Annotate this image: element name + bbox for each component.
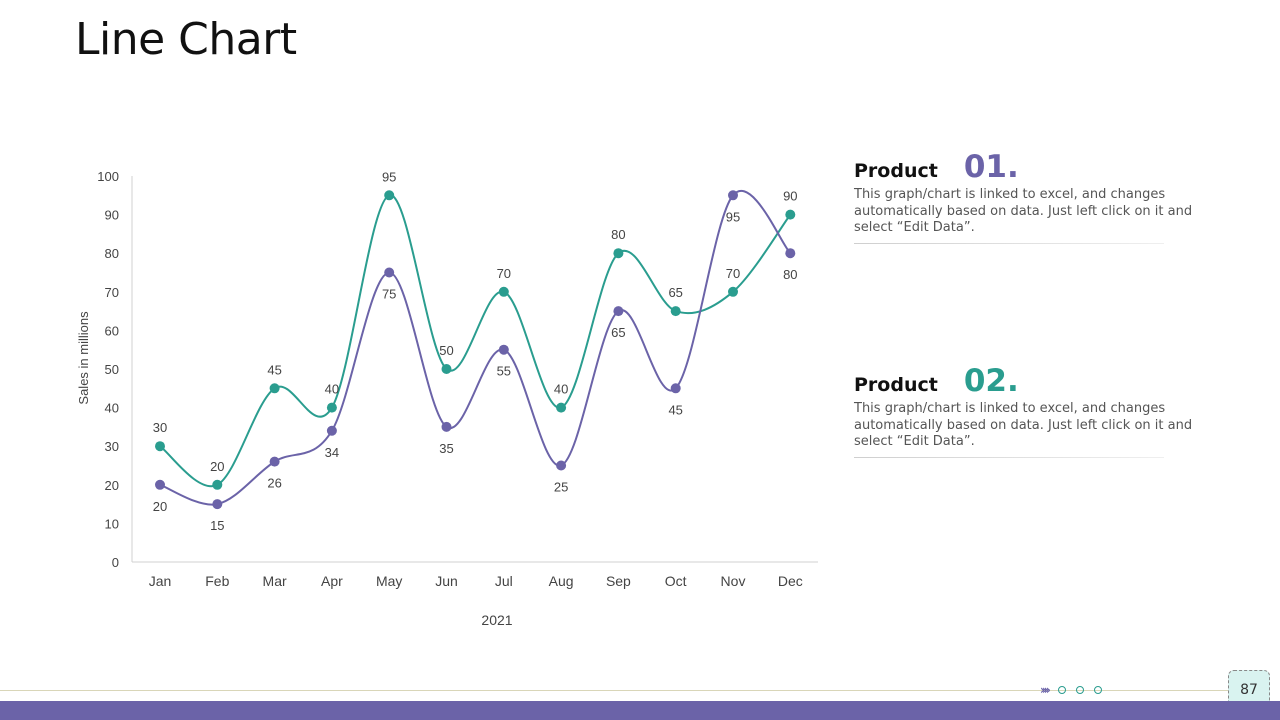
data-point xyxy=(441,421,452,432)
data-point xyxy=(670,383,681,394)
data-label: 90 xyxy=(783,189,797,204)
data-label: 70 xyxy=(726,266,740,281)
data-point xyxy=(613,306,624,317)
data-label: 40 xyxy=(325,382,339,397)
data-point xyxy=(212,479,223,490)
product-number: 02. xyxy=(963,363,1019,399)
data-label: 50 xyxy=(439,343,453,358)
product-label: Product xyxy=(854,160,938,182)
x-tick-label: Oct xyxy=(665,573,687,589)
data-label: 40 xyxy=(554,382,568,397)
y-tick-label: 90 xyxy=(105,208,119,223)
data-label: 95 xyxy=(726,209,740,224)
data-label: 25 xyxy=(554,480,568,495)
data-label: 20 xyxy=(210,459,224,474)
line-chart: 0 10 20 30 40 50 60 70 80 90 100 Jan Feb Mar Apr May Jun… xyxy=(76,169,818,628)
y-tick-label: 50 xyxy=(105,362,119,377)
x-tick-label: Dec xyxy=(778,573,803,589)
data-point xyxy=(269,456,280,467)
data-point xyxy=(326,425,337,436)
circle-icon xyxy=(1057,686,1066,694)
y-tick-label: 10 xyxy=(105,516,119,531)
product-block-02: Product 02. This graph/chart is linked t… xyxy=(854,366,1224,458)
footer-decoration: ›››› xyxy=(1040,683,1112,697)
x-tick-label: Apr xyxy=(321,573,343,589)
data-point xyxy=(498,286,509,297)
data-point xyxy=(728,190,738,201)
x-tick-label: Jan xyxy=(149,573,172,589)
y-tick-label: 40 xyxy=(105,401,119,416)
y-axis-title: Sales in millions xyxy=(76,311,91,405)
x-tick-label: Feb xyxy=(205,573,229,589)
data-point xyxy=(384,190,395,201)
page-title: Line Chart xyxy=(75,14,297,65)
x-tick-label: Aug xyxy=(549,573,574,589)
y-tick-label: 80 xyxy=(105,246,119,261)
data-label: 30 xyxy=(153,420,167,435)
x-axis-title: 2021 xyxy=(481,612,512,628)
data-point xyxy=(269,383,280,394)
y-tick-label: 70 xyxy=(105,285,119,300)
data-label: 55 xyxy=(497,364,511,379)
data-label: 20 xyxy=(153,499,167,514)
data-point xyxy=(785,248,796,259)
data-point xyxy=(556,460,567,471)
circle-icon xyxy=(1093,686,1102,694)
data-label: 15 xyxy=(210,518,224,533)
y-tick-label: 100 xyxy=(97,169,119,184)
data-label: 80 xyxy=(783,267,797,282)
data-point xyxy=(728,286,738,297)
data-label: 70 xyxy=(497,266,511,281)
data-label: 45 xyxy=(267,362,281,377)
x-tick-label: May xyxy=(376,573,402,589)
y-tick-label: 60 xyxy=(105,323,119,338)
product-number: 01. xyxy=(963,149,1019,185)
data-label: 75 xyxy=(382,287,396,302)
y-tick-label: 30 xyxy=(105,439,119,454)
data-point xyxy=(556,402,567,413)
x-tick-label: Nov xyxy=(721,573,746,589)
bottom-bar xyxy=(0,701,1280,720)
product-label: Product xyxy=(854,374,938,396)
series-line-1 xyxy=(159,194,792,488)
data-point xyxy=(155,479,165,490)
data-label: 65 xyxy=(668,285,682,300)
data-label: 26 xyxy=(267,476,281,491)
data-point xyxy=(384,267,395,278)
divider xyxy=(854,242,1164,244)
x-tick-label: Jul xyxy=(495,573,513,589)
data-label: 35 xyxy=(439,441,453,456)
product-block-01: Product 01. This graph/chart is linked t… xyxy=(854,152,1224,244)
data-point xyxy=(326,402,337,413)
y-tick-label: 20 xyxy=(105,478,119,493)
y-tick-label: 0 xyxy=(112,555,119,570)
footer-divider xyxy=(0,690,1230,691)
data-label: 80 xyxy=(611,227,625,242)
data-point xyxy=(155,441,165,452)
product-description: This graph/chart is linked to excel, and… xyxy=(854,401,1193,449)
data-label: 34 xyxy=(325,445,339,460)
data-point xyxy=(613,248,624,259)
data-point xyxy=(441,364,452,374)
x-tick-label: Jun xyxy=(435,573,458,589)
data-label: 65 xyxy=(611,325,625,340)
data-point xyxy=(212,499,223,510)
data-point xyxy=(498,344,509,355)
data-label: 95 xyxy=(382,169,396,184)
series-line-2 xyxy=(159,190,792,506)
data-label: 45 xyxy=(668,402,682,417)
chevrons-icon: ›››› xyxy=(1040,683,1051,697)
data-point xyxy=(785,209,796,220)
x-tick-label: Mar xyxy=(263,573,287,589)
data-point xyxy=(670,306,681,317)
product-description: This graph/chart is linked to excel, and… xyxy=(854,187,1193,235)
circle-icon xyxy=(1075,686,1084,694)
divider xyxy=(854,456,1164,458)
x-tick-label: Sep xyxy=(606,573,631,589)
